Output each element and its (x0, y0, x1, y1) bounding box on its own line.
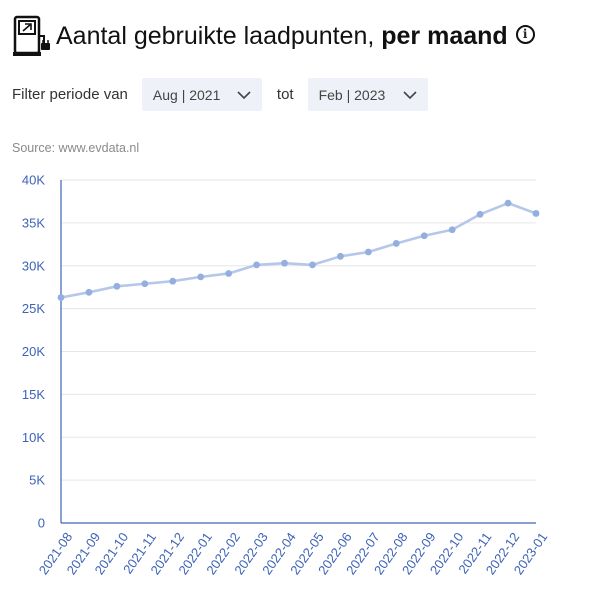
chart-header: Aantal gebruikte laadpunten, per maand i (12, 14, 535, 58)
data-point (57, 294, 65, 301)
y-tick-label: 40K (22, 173, 45, 188)
data-point (309, 261, 316, 269)
period-from-value: Aug | 2021 (152, 86, 221, 103)
title-bold: per maand (381, 21, 508, 50)
y-tick-label: 10K (22, 430, 45, 445)
period-filter: Filter periode van Aug | 2021 tot Feb | … (12, 78, 428, 111)
data-point (85, 288, 93, 296)
data-point (225, 270, 233, 277)
series-line (60, 201, 537, 299)
filter-to-label: tot (276, 86, 294, 103)
data-point (253, 261, 260, 269)
data-point (504, 199, 512, 207)
period-to-value: Feb | 2023 (318, 86, 386, 103)
data-point (476, 210, 484, 218)
period-from-select[interactable]: Aug | 2021 (141, 78, 262, 111)
data-point (448, 226, 456, 234)
data-point (337, 252, 344, 260)
page-title: Aantal gebruikte laadpunten, per maand (56, 22, 508, 51)
data-point (113, 282, 121, 290)
data-point (197, 273, 205, 281)
y-tick-label: 25K (22, 301, 45, 316)
source-note: Source: www.evdata.nl (12, 141, 140, 155)
data-point (532, 210, 540, 217)
data-point (141, 280, 149, 288)
data-point (169, 277, 177, 285)
period-to-select[interactable]: Feb | 2023 (307, 78, 428, 111)
info-icon[interactable]: i (515, 24, 535, 44)
y-tick-label: 0 (38, 516, 45, 531)
data-point (281, 259, 288, 267)
chevron-down-icon (237, 90, 251, 99)
y-tick-label: 30K (22, 258, 45, 273)
data-point (420, 232, 428, 240)
y-tick-label: 35K (22, 215, 45, 230)
chevron-down-icon (403, 90, 417, 99)
y-tick-label: 5K (29, 473, 45, 488)
title-regular: Aantal gebruikte laadpunten, (56, 21, 382, 50)
filter-label: Filter periode van (12, 86, 128, 103)
data-point (392, 240, 400, 247)
y-tick-label: 15K (22, 387, 45, 402)
data-point (364, 248, 372, 256)
ev-charger-icon (13, 15, 50, 56)
y-tick-label: 20K (22, 344, 45, 359)
